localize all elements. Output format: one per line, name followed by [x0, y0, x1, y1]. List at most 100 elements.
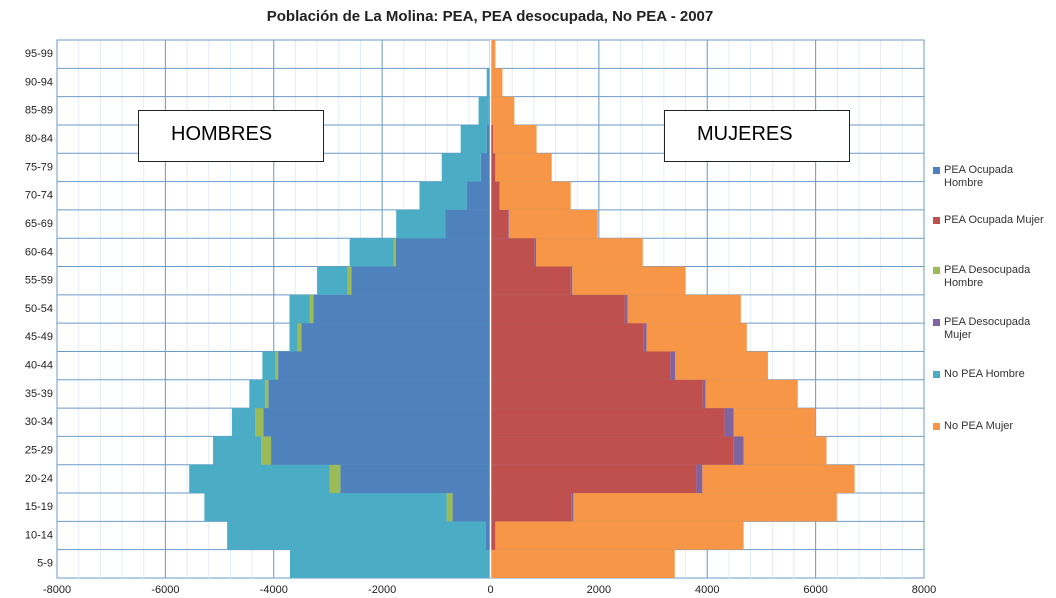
bar [261, 436, 272, 465]
bar [490, 153, 496, 182]
bar [670, 351, 676, 380]
bar [490, 68, 503, 97]
y-tick-label: 70-74 [25, 190, 53, 202]
bar [490, 436, 734, 465]
bar [490, 464, 697, 494]
bar [265, 379, 269, 409]
bar [490, 294, 625, 324]
y-tick-label: 50-54 [25, 303, 53, 315]
bar [419, 181, 467, 210]
bar [490, 266, 571, 295]
bar [445, 209, 491, 239]
bar [643, 323, 647, 352]
bar [508, 209, 598, 239]
legend-swatch [933, 319, 940, 326]
legend-swatch [933, 167, 940, 174]
bar [395, 238, 491, 267]
bar [189, 464, 330, 494]
bar [478, 96, 489, 125]
bar [490, 209, 509, 239]
bar [490, 238, 535, 267]
bar [340, 464, 491, 494]
x-tick-label: -8000 [43, 584, 71, 596]
x-tick-label: 4000 [695, 584, 719, 596]
bar [466, 181, 491, 210]
bar [499, 181, 571, 210]
bar [227, 521, 486, 550]
legend-swatch [933, 267, 940, 274]
y-tick-label: 30-34 [25, 416, 53, 428]
bar [301, 323, 491, 352]
bar [733, 436, 744, 465]
legend-label: PEA Desocupada Mujer [944, 316, 1031, 341]
bar [290, 549, 491, 578]
bar [486, 124, 491, 154]
bar [624, 294, 628, 324]
x-tick-label: -2000 [368, 584, 396, 596]
bar [490, 549, 675, 578]
bar [571, 493, 574, 522]
y-tick-label: 65-69 [25, 218, 53, 230]
bar [289, 294, 310, 324]
bar [490, 40, 496, 69]
bar [271, 436, 491, 465]
bar [490, 124, 494, 154]
bar [495, 521, 744, 550]
y-tick-label: 95-99 [25, 48, 53, 60]
y-tick-label: 25-29 [25, 444, 53, 456]
bar [460, 124, 487, 154]
bar [490, 493, 572, 522]
bar [329, 464, 341, 494]
chart-title: Población de La Molina: PEA, PEA desocup… [267, 8, 713, 25]
bar [702, 464, 855, 494]
y-tick-label: 40-44 [25, 360, 53, 372]
annotation: HOMBRES [138, 110, 324, 162]
legend-swatch [933, 371, 940, 378]
bar [675, 351, 768, 380]
y-tick-label: 75-79 [25, 161, 53, 173]
bar [268, 379, 491, 409]
bar [490, 181, 500, 210]
bar [486, 68, 491, 97]
bar [249, 379, 266, 409]
bar [724, 408, 734, 437]
x-tick-label: 2000 [587, 584, 611, 596]
y-tick-label: 10-14 [25, 529, 53, 541]
legend-label: PEA Desocupada Hombre [944, 264, 1031, 289]
bar [490, 379, 703, 409]
bar [393, 238, 396, 267]
y-tick-label: 5-9 [37, 558, 53, 570]
y-tick-label: 85-89 [25, 105, 53, 117]
bar [490, 408, 725, 437]
bar [441, 153, 481, 182]
bar [275, 351, 279, 380]
y-tick-label: 15-19 [25, 501, 53, 513]
y-tick-label: 55-59 [25, 275, 53, 287]
bar [702, 379, 706, 409]
bar [488, 96, 491, 125]
bar [493, 124, 537, 154]
bar [733, 408, 816, 437]
bar [705, 379, 798, 409]
bar [255, 408, 264, 437]
bar [491, 96, 515, 125]
legend-entry: No PEA Hombre [933, 368, 1053, 381]
y-tick-label: 20-24 [25, 473, 53, 485]
x-tick-label: -6000 [151, 584, 179, 596]
legend-swatch [933, 423, 940, 430]
legend-entry: PEA Ocupada Hombre [933, 164, 1053, 190]
y-tick-label: 60-64 [25, 246, 53, 258]
y-tick-label: 35-39 [25, 388, 53, 400]
y-tick-label: 80-84 [25, 133, 53, 145]
legend-label: No PEA Hombre [944, 368, 1025, 380]
x-tick-label: 0 [487, 584, 493, 596]
legend-swatch [933, 217, 940, 224]
x-tick-label: 6000 [803, 584, 827, 596]
bar [297, 323, 302, 352]
legend-entry: PEA Desocupada Hombre [933, 264, 1053, 290]
y-tick-label: 45-49 [25, 331, 53, 343]
bar [480, 153, 491, 182]
bar [213, 436, 262, 465]
